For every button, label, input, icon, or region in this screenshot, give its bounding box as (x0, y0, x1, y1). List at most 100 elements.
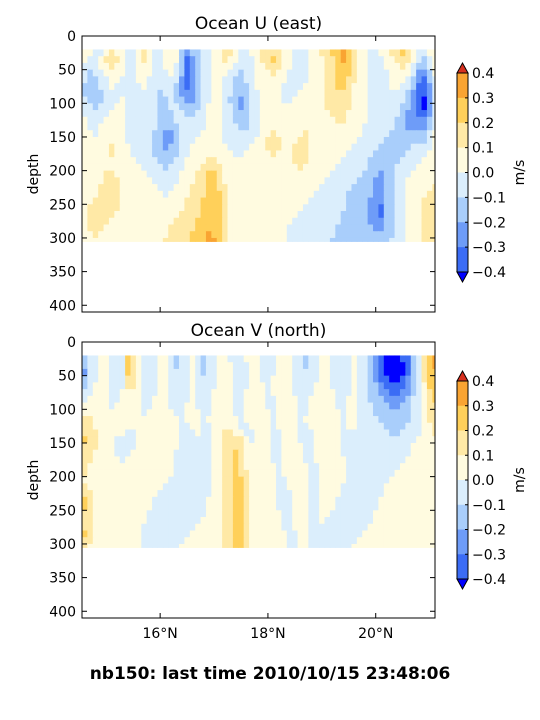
heatmap-cell (335, 103, 342, 111)
heatmap-cell (270, 510, 277, 518)
heatmap-cell (383, 62, 390, 71)
heatmap-cell (87, 163, 94, 172)
heatmap-cell (157, 76, 164, 84)
heatmap-cell (135, 389, 142, 397)
heatmap-cell (362, 163, 369, 172)
heatmap-cell (351, 224, 358, 232)
heatmap-cell (367, 375, 374, 383)
heatmap-cell (394, 537, 401, 545)
heatmap-cell (383, 442, 390, 451)
heatmap-cell (200, 231, 207, 239)
heatmap-cell (340, 510, 347, 518)
heatmap-cell (222, 170, 229, 178)
heatmap-cell (168, 543, 175, 548)
heatmap-cell (329, 217, 336, 226)
heatmap-cell (135, 395, 142, 404)
heatmap-cell (351, 355, 358, 363)
heatmap-cell (114, 184, 121, 192)
heatmap-cell (346, 422, 353, 431)
heatmap-cell (108, 523, 115, 532)
heatmap-cell (416, 490, 423, 498)
heatmap-cell (426, 523, 433, 532)
heatmap-cell (125, 483, 132, 491)
heatmap-cell (130, 375, 137, 383)
heatmap-cell (276, 362, 283, 370)
heatmap-cell (340, 177, 347, 185)
heatmap-cell (173, 217, 180, 226)
heatmap-cell (319, 170, 326, 178)
heatmap-cell (351, 116, 358, 125)
heatmap-cell (410, 136, 417, 145)
heatmap-cell (432, 436, 435, 444)
heatmap-cell (281, 76, 288, 84)
heatmap-cell (265, 62, 272, 71)
heatmap-cell (308, 190, 315, 199)
heatmap-cell (421, 429, 428, 437)
heatmap-cell (302, 530, 309, 538)
heatmap-cell (249, 382, 256, 390)
heatmap-cell (243, 197, 250, 205)
heatmap-cell (319, 89, 326, 98)
heatmap-cell (184, 190, 191, 199)
heatmap-cell (367, 395, 374, 404)
heatmap-cell (92, 490, 99, 498)
heatmap-cell (125, 190, 132, 199)
heatmap-cell (362, 476, 369, 484)
heatmap-cell (362, 231, 369, 239)
y-tick-label: 350 (49, 571, 76, 587)
heatmap-cell (399, 543, 406, 548)
heatmap-cell (243, 543, 250, 548)
heatmap-cell (276, 103, 283, 111)
heatmap-cell (157, 402, 164, 410)
heatmap-cell (356, 429, 363, 437)
heatmap-cell (98, 530, 105, 538)
heatmap-cell (329, 150, 336, 158)
heatmap-cell (184, 355, 191, 363)
heatmap-cell (200, 469, 207, 478)
heatmap-cell (184, 436, 191, 444)
heatmap-cell (195, 362, 202, 370)
heatmap-cell (168, 184, 175, 192)
heatmap-cell (292, 197, 299, 205)
heatmap-cell (232, 103, 239, 111)
heatmap-cell (179, 422, 185, 431)
heatmap-cell (243, 103, 250, 111)
heatmap-cell (286, 449, 293, 458)
heatmap-cell (238, 110, 245, 118)
heatmap-cell (389, 395, 396, 404)
heatmap-cell (394, 463, 401, 471)
heatmap-cell (125, 204, 132, 212)
heatmap-cell (416, 530, 423, 538)
heatmap-cell (227, 496, 234, 505)
heatmap-cell (135, 442, 142, 451)
heatmap-cell (432, 130, 435, 138)
heatmap-cell (216, 389, 223, 397)
heatmap-cell (340, 217, 347, 226)
heatmap-cell (416, 362, 423, 370)
heatmap-cell (362, 422, 369, 431)
heatmap-cell (346, 496, 353, 505)
heatmap-cell (281, 362, 288, 370)
heatmap-cell (351, 184, 358, 192)
heatmap-cell (421, 368, 428, 377)
heatmap-cell (319, 157, 326, 165)
heatmap-cell (125, 510, 132, 518)
heatmap-cell (432, 177, 435, 185)
heatmap-cell (195, 409, 202, 417)
heatmap-cell (130, 476, 137, 484)
heatmap-cell (146, 157, 153, 165)
heatmap-cell (389, 204, 396, 212)
heatmap-cell (302, 422, 309, 431)
heatmap-cell (286, 510, 293, 518)
heatmap-cell (432, 483, 435, 491)
heatmap-cell (205, 170, 212, 178)
heatmap-cell (405, 543, 412, 548)
heatmap-cell (410, 517, 417, 525)
heatmap-cell (432, 416, 435, 424)
heatmap-cell (98, 429, 105, 437)
heatmap-cell (135, 490, 142, 498)
heatmap-cell (394, 130, 401, 138)
heatmap-cell (205, 103, 212, 111)
heatmap-cell (189, 62, 196, 71)
heatmap-cell (168, 123, 175, 131)
